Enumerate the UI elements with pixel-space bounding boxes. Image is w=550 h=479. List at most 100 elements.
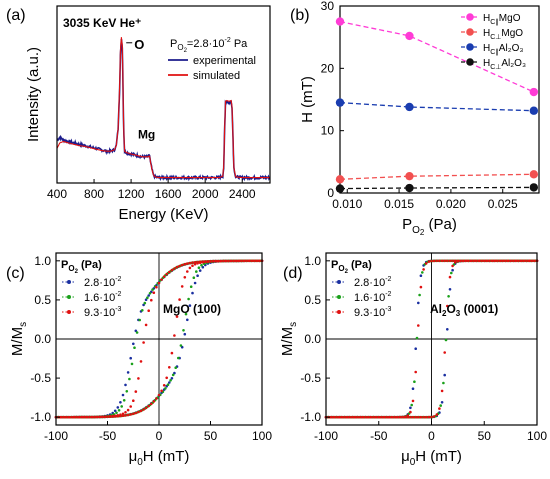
series-line — [339, 173, 534, 180]
data-point-decreasing — [235, 259, 238, 263]
data-point-increasing — [166, 383, 170, 387]
data-point — [335, 17, 345, 26]
legend-subscript: C⊥ — [490, 64, 501, 71]
data-point-decreasing — [165, 272, 168, 276]
data-point-decreasing — [150, 298, 153, 302]
data-point-increasing — [430, 415, 433, 419]
legend-sample: Al₂O₃ — [499, 43, 524, 54]
x-axis-symbol: μ — [401, 448, 410, 465]
data-point-decreasing — [129, 405, 132, 408]
data-point-increasing — [126, 413, 130, 417]
data-point-decreasing — [514, 259, 518, 263]
panel-b: (b) 0 10 20 30 0.010 0.015 0.020 0.025 H (mT) PO2 … — [290, 0, 540, 237]
data-point-increasing — [419, 415, 423, 419]
legend-label: HC∥Al₂O₃ — [483, 43, 523, 56]
data-point-decreasing — [128, 377, 131, 381]
data-point-decreasing — [175, 265, 179, 269]
data-point-decreasing — [229, 259, 233, 263]
x-tick-label: 800 — [84, 187, 104, 201]
data-point-decreasing — [111, 414, 114, 418]
data-point-decreasing — [424, 262, 428, 265]
data-point-decreasing — [132, 399, 135, 403]
y-tick-label: 30 — [321, 0, 335, 13]
y-axis-subscript: s — [18, 322, 29, 327]
data-point-decreasing — [67, 415, 71, 419]
data-point-decreasing — [393, 415, 396, 419]
data-point-decreasing — [121, 393, 125, 397]
data-point-increasing — [162, 384, 166, 387]
data-point-decreasing — [348, 415, 352, 419]
data-point-decreasing — [498, 259, 502, 263]
data-point-decreasing — [250, 259, 253, 263]
legend-title-subscript: O — [68, 264, 74, 273]
data-point-decreasing — [253, 259, 256, 263]
legend-subscript: C⊥ — [490, 34, 501, 41]
data-point-decreasing — [148, 292, 152, 295]
data-point-decreasing — [398, 415, 402, 419]
panel-a: (a) 400 800 1200 1600 2000 2400 Energy (KeV) Int… — [6, 5, 271, 223]
data-point-decreasing — [224, 259, 228, 263]
data-point-decreasing — [421, 271, 424, 274]
data-point-increasing — [200, 263, 203, 267]
data-point-decreasing — [180, 263, 184, 267]
legend-label-base: 9.3·10 — [354, 307, 385, 319]
data-point-decreasing — [232, 259, 235, 263]
legend-label-exponent: -2 — [385, 276, 391, 283]
legend-label-exponent: -3 — [115, 306, 121, 313]
x-axis-symbol: μ — [129, 448, 138, 465]
x-tick-label: 50 — [204, 429, 218, 443]
legend-title-subscript-2: 2 — [75, 269, 79, 275]
data-point-increasing — [447, 295, 450, 298]
data-point-decreasing — [101, 415, 104, 419]
legend-label-exponent: -3 — [385, 306, 391, 313]
data-point-increasing — [435, 413, 439, 416]
legend-sample: Al₂O₃ — [501, 58, 526, 69]
data-point-increasing — [137, 410, 140, 414]
data-point-decreasing — [522, 259, 526, 263]
data-point-decreasing — [364, 415, 367, 419]
y-tick-label: -1.0 — [30, 410, 51, 424]
y-axis-title: Intensity (a.u.) — [25, 47, 42, 142]
x-tick-label: -100 — [44, 429, 68, 443]
data-point-decreasing — [120, 405, 123, 408]
legend-label: 9.3·10-3 — [84, 306, 122, 319]
x-axis-title: μ0H (mT) — [129, 448, 190, 468]
data-point-decreasing — [247, 259, 251, 263]
data-point-increasing — [414, 415, 418, 419]
x-axis-subscript: 0 — [137, 457, 143, 468]
data-point — [405, 183, 414, 193]
data-point-decreasing — [390, 415, 394, 419]
data-point-decreasing — [340, 415, 344, 419]
data-point-decreasing — [160, 278, 163, 281]
data-point-decreasing — [403, 415, 407, 419]
data-point — [529, 183, 539, 192]
data-point-decreasing — [168, 270, 171, 274]
data-point-decreasing — [201, 260, 205, 263]
data-point-increasing — [191, 264, 194, 268]
data-point — [405, 102, 414, 112]
data-point-decreasing — [443, 259, 447, 263]
data-point-increasing — [188, 266, 192, 270]
data-point-increasing — [417, 415, 420, 419]
data-point-decreasing — [467, 259, 470, 263]
data-point — [529, 87, 539, 97]
data-point-decreasing — [59, 415, 63, 419]
data-point-increasing — [411, 415, 415, 419]
data-point-increasing — [188, 304, 192, 307]
data-point-increasing — [186, 318, 189, 322]
data-point-decreasing — [125, 390, 129, 393]
data-point-decreasing — [388, 415, 391, 419]
data-point-increasing — [164, 387, 167, 390]
data-point-decreasing — [469, 259, 473, 263]
data-point-decreasing — [419, 274, 423, 278]
data-point-decreasing — [258, 259, 261, 263]
sample-label-part: Al — [430, 302, 442, 316]
sample-label-part: (0001) — [460, 302, 498, 316]
legend-title-subscript: O — [338, 264, 344, 273]
data-point-increasing — [129, 413, 132, 416]
series-line — [339, 101, 534, 112]
data-point-increasing — [448, 288, 452, 291]
x-axis-unit: H (mT) — [143, 448, 190, 465]
data-point — [335, 175, 345, 184]
